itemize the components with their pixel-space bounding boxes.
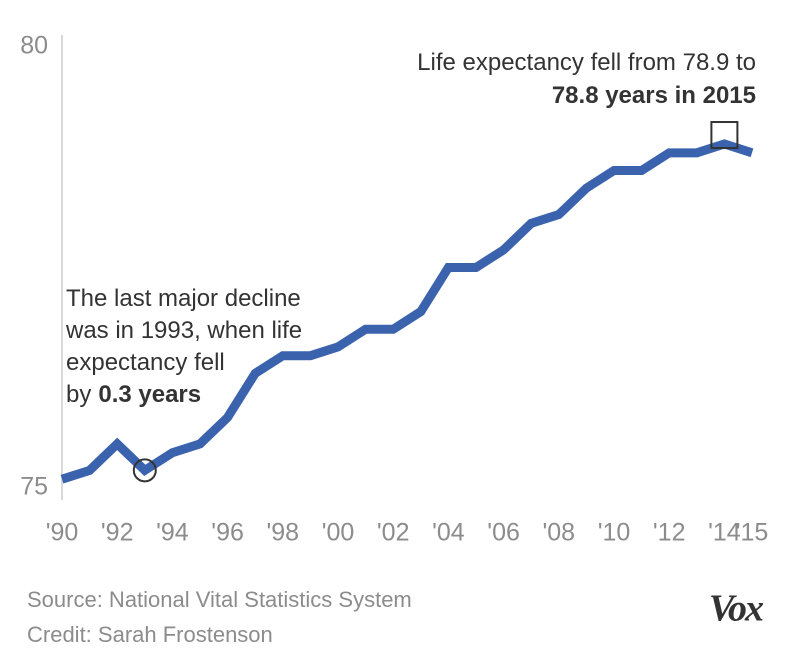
annotation-line: by xyxy=(66,381,91,408)
x-tick-label: '04 xyxy=(432,519,465,547)
annotation: Life expectancy fell from 78.9 to 78.8 ye… xyxy=(417,49,756,109)
marker-circle xyxy=(132,458,157,483)
annotation: The last major decline was in 1993, when … xyxy=(65,285,302,408)
annotation-line: Life expectancy fell from 78.9 to xyxy=(417,49,756,76)
x-tick-label: '96 xyxy=(211,519,244,547)
y-tick-label: 80 xyxy=(20,32,48,60)
x-tick-label: '02 xyxy=(377,519,410,547)
x-tick-label: '12 xyxy=(653,519,686,547)
x-tick-label: '98 xyxy=(267,519,300,547)
annotation-line: was in 1993, when life xyxy=(65,317,302,344)
x-tick-label: '15 xyxy=(736,519,769,547)
y-tick-label: 75 xyxy=(20,473,48,501)
x-tick-label: '00 xyxy=(322,519,355,547)
annotation-line: The last major decline xyxy=(66,285,301,312)
x-tick-label: '10 xyxy=(598,519,631,547)
annotation-line: expectancy fell xyxy=(66,349,225,376)
source: Source: National Vital Statistics System xyxy=(27,587,412,612)
x-tick-label: '92 xyxy=(101,519,134,547)
x-tick-label: '14 xyxy=(708,519,741,547)
x-tick-label: '06 xyxy=(487,519,520,547)
annotation-bold: 0.3 years xyxy=(98,381,201,408)
annotation-bold: 78.8 years in 2015 xyxy=(552,82,756,109)
marker-square xyxy=(710,121,739,150)
line xyxy=(60,139,754,484)
x-tick-label: '94 xyxy=(156,519,189,547)
x-tick-label: '08 xyxy=(543,519,576,547)
logo: Vox xyxy=(709,588,764,630)
credit: Credit: Sarah Frostenson xyxy=(27,622,273,647)
x-tick-label: '90 xyxy=(46,519,79,547)
